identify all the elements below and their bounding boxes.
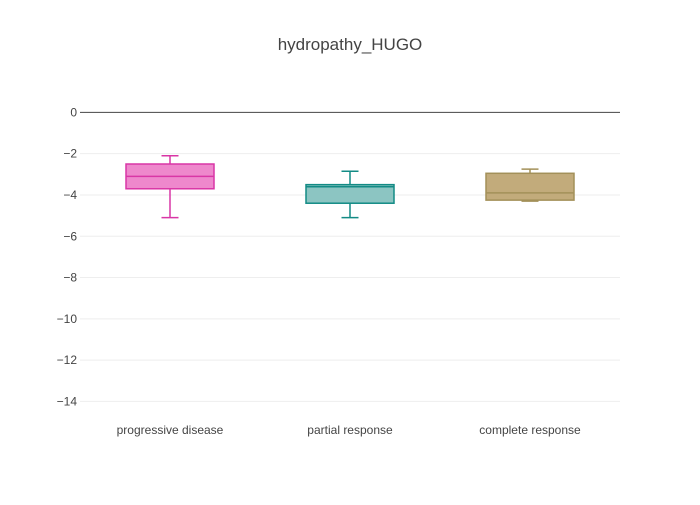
- box-layer: [125, 154, 575, 219]
- y-tick-label: −10: [57, 312, 78, 326]
- y-tick-label: −6: [63, 229, 77, 243]
- x-tick-label: complete response: [479, 423, 581, 437]
- y-axis: 0 −2 −4 −6 −8 −10 −12 −14: [57, 105, 78, 408]
- y-tick-label: −4: [63, 188, 77, 202]
- iqr-box: [305, 183, 395, 204]
- x-tick-label: partial response: [307, 423, 393, 437]
- y-tick-label: −14: [57, 394, 78, 408]
- y-tick-label: 0: [70, 105, 77, 119]
- iqr-box: [485, 172, 575, 201]
- x-axis: progressive disease partial response compl…: [117, 423, 581, 437]
- box-partial-response: [305, 170, 395, 219]
- box-complete-response: [485, 168, 575, 202]
- chart-title: hydropathy_HUGO: [278, 35, 423, 54]
- y-tick-label: −8: [63, 271, 77, 285]
- y-tick-label: −12: [57, 353, 78, 367]
- x-tick-label: progressive disease: [117, 423, 224, 437]
- box-progressive-disease: [125, 154, 215, 219]
- grid-layer: [80, 111, 620, 402]
- y-tick-label: −2: [63, 147, 77, 161]
